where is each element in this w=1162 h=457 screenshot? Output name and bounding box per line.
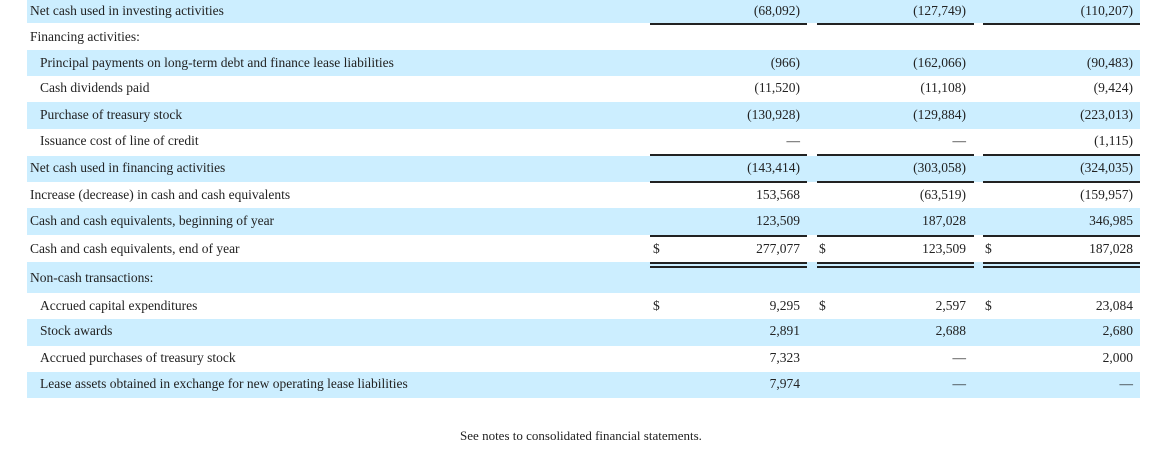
value-col3: 2,680 bbox=[1102, 323, 1133, 338]
table-row: Purchase of treasury stock (130,928) (12… bbox=[27, 102, 1140, 129]
subtotal-rule bbox=[650, 23, 807, 25]
table-row: Stock awards 2,891 2,688 2,680 bbox=[27, 319, 1140, 346]
value-col2: — bbox=[952, 133, 967, 148]
row-label: Accrued capital expenditures bbox=[40, 298, 198, 313]
value-col2: (11,108) bbox=[920, 80, 966, 95]
currency-symbol: $ bbox=[653, 241, 660, 256]
value-col1: 153,568 bbox=[756, 187, 800, 202]
value-col3: 187,028 bbox=[1089, 241, 1133, 256]
section-header-row: Financing activities: bbox=[27, 25, 1140, 50]
table-row: Issuance cost of line of credit — — (1,1… bbox=[27, 129, 1140, 155]
value-col1: 277,077 bbox=[756, 241, 800, 256]
value-col3: 346,985 bbox=[1089, 213, 1133, 228]
row-label: Cash and cash equivalents, beginning of … bbox=[30, 213, 275, 228]
table-row: Increase (decrease) in cash and cash equ… bbox=[27, 183, 1140, 208]
value-col3: (9,424) bbox=[1093, 80, 1133, 95]
subtotal-rule bbox=[983, 23, 1140, 25]
row-label: Lease assets obtained in exchange for ne… bbox=[40, 376, 408, 391]
value-col1: 7,323 bbox=[769, 350, 800, 365]
value-col3: (324,035) bbox=[1080, 160, 1133, 175]
value-col3: 2,000 bbox=[1102, 350, 1133, 365]
value-col3: (223,013) bbox=[1080, 107, 1133, 122]
row-label: Cash dividends paid bbox=[40, 80, 150, 95]
table-row: Principal payments on long-term debt and… bbox=[27, 50, 1140, 76]
table-row: Cash and cash equivalents, end of year $… bbox=[27, 237, 1140, 262]
value-col1: — bbox=[786, 133, 801, 148]
value-col2: 187,028 bbox=[922, 213, 966, 228]
value-col1: 7,974 bbox=[769, 376, 800, 391]
grand-total-rule bbox=[817, 262, 974, 268]
value-col1: (68,092) bbox=[753, 3, 800, 18]
currency-symbol: $ bbox=[985, 241, 992, 256]
value-col3: (90,483) bbox=[1086, 55, 1133, 70]
value-col1: 123,509 bbox=[756, 213, 800, 228]
row-label: Increase (decrease) in cash and cash equ… bbox=[30, 187, 291, 202]
row-label: Issuance cost of line of credit bbox=[40, 133, 199, 148]
table-row: Cash and cash equivalents, beginning of … bbox=[27, 208, 1140, 235]
value-col1: (143,414) bbox=[747, 160, 800, 175]
section-label: Non-cash transactions: bbox=[30, 270, 154, 285]
section-label: Financing activities: bbox=[30, 29, 140, 44]
subtotal-rule bbox=[650, 154, 807, 156]
total-rule bbox=[650, 181, 807, 183]
subtotal-rule bbox=[983, 235, 1140, 237]
row-label: Purchase of treasury stock bbox=[40, 107, 183, 122]
currency-symbol: $ bbox=[985, 298, 992, 313]
currency-symbol: $ bbox=[653, 298, 660, 313]
value-col2: — bbox=[952, 350, 967, 365]
subtotal-rule bbox=[650, 235, 807, 237]
total-rule bbox=[817, 181, 974, 183]
table-row: Accrued purchases of treasury stock 7,32… bbox=[27, 346, 1140, 372]
row-label: Stock awards bbox=[40, 323, 113, 338]
subtotal-rule bbox=[817, 23, 974, 25]
row-label: Net cash used in investing activities bbox=[30, 3, 224, 18]
grand-total-rule bbox=[650, 262, 807, 268]
total-rule bbox=[983, 181, 1140, 183]
value-col2: (162,066) bbox=[913, 55, 966, 70]
value-col3: (159,957) bbox=[1080, 187, 1133, 202]
table-row: Net cash used in investing activities (6… bbox=[27, 0, 1140, 23]
value-col3: (110,207) bbox=[1080, 3, 1133, 18]
subtotal-rule bbox=[983, 154, 1140, 156]
value-col1: (130,928) bbox=[747, 107, 800, 122]
row-label: Accrued purchases of treasury stock bbox=[40, 350, 236, 365]
footnote: See notes to consolidated financial stat… bbox=[460, 428, 702, 443]
value-col3: (1,115) bbox=[1094, 133, 1133, 148]
currency-symbol: $ bbox=[819, 241, 826, 256]
value-col1: (11,520) bbox=[754, 80, 800, 95]
value-col2: 123,509 bbox=[922, 241, 966, 256]
value-col2: 2,597 bbox=[935, 298, 966, 313]
value-col1: 2,891 bbox=[769, 323, 800, 338]
table-row: Cash dividends paid (11,520) (11,108) (9… bbox=[27, 76, 1140, 102]
row-label: Principal payments on long-term debt and… bbox=[40, 55, 394, 70]
subtotal-rule bbox=[817, 154, 974, 156]
row-label: Net cash used in financing activities bbox=[30, 160, 226, 175]
row-label: Cash and cash equivalents, end of year bbox=[30, 241, 240, 256]
table-row: Lease assets obtained in exchange for ne… bbox=[27, 372, 1140, 398]
value-col2: (129,884) bbox=[913, 107, 966, 122]
value-col2: 2,688 bbox=[935, 323, 966, 338]
subtotal-rule bbox=[817, 235, 974, 237]
value-col2: (303,058) bbox=[913, 160, 966, 175]
value-col2: — bbox=[952, 376, 967, 391]
grand-total-rule bbox=[983, 262, 1140, 268]
value-col2: (63,519) bbox=[919, 187, 966, 202]
table-row: Accrued capital expenditures $ 9,295 $ 2… bbox=[27, 293, 1140, 319]
value-col1: (966) bbox=[770, 55, 800, 70]
value-col1: 9,295 bbox=[769, 298, 800, 313]
value-col2: (127,749) bbox=[913, 3, 966, 18]
value-col3: 23,084 bbox=[1095, 298, 1133, 313]
currency-symbol: $ bbox=[819, 298, 826, 313]
table-row: Net cash used in financing activities (1… bbox=[27, 156, 1140, 182]
value-col3: — bbox=[1119, 376, 1134, 391]
